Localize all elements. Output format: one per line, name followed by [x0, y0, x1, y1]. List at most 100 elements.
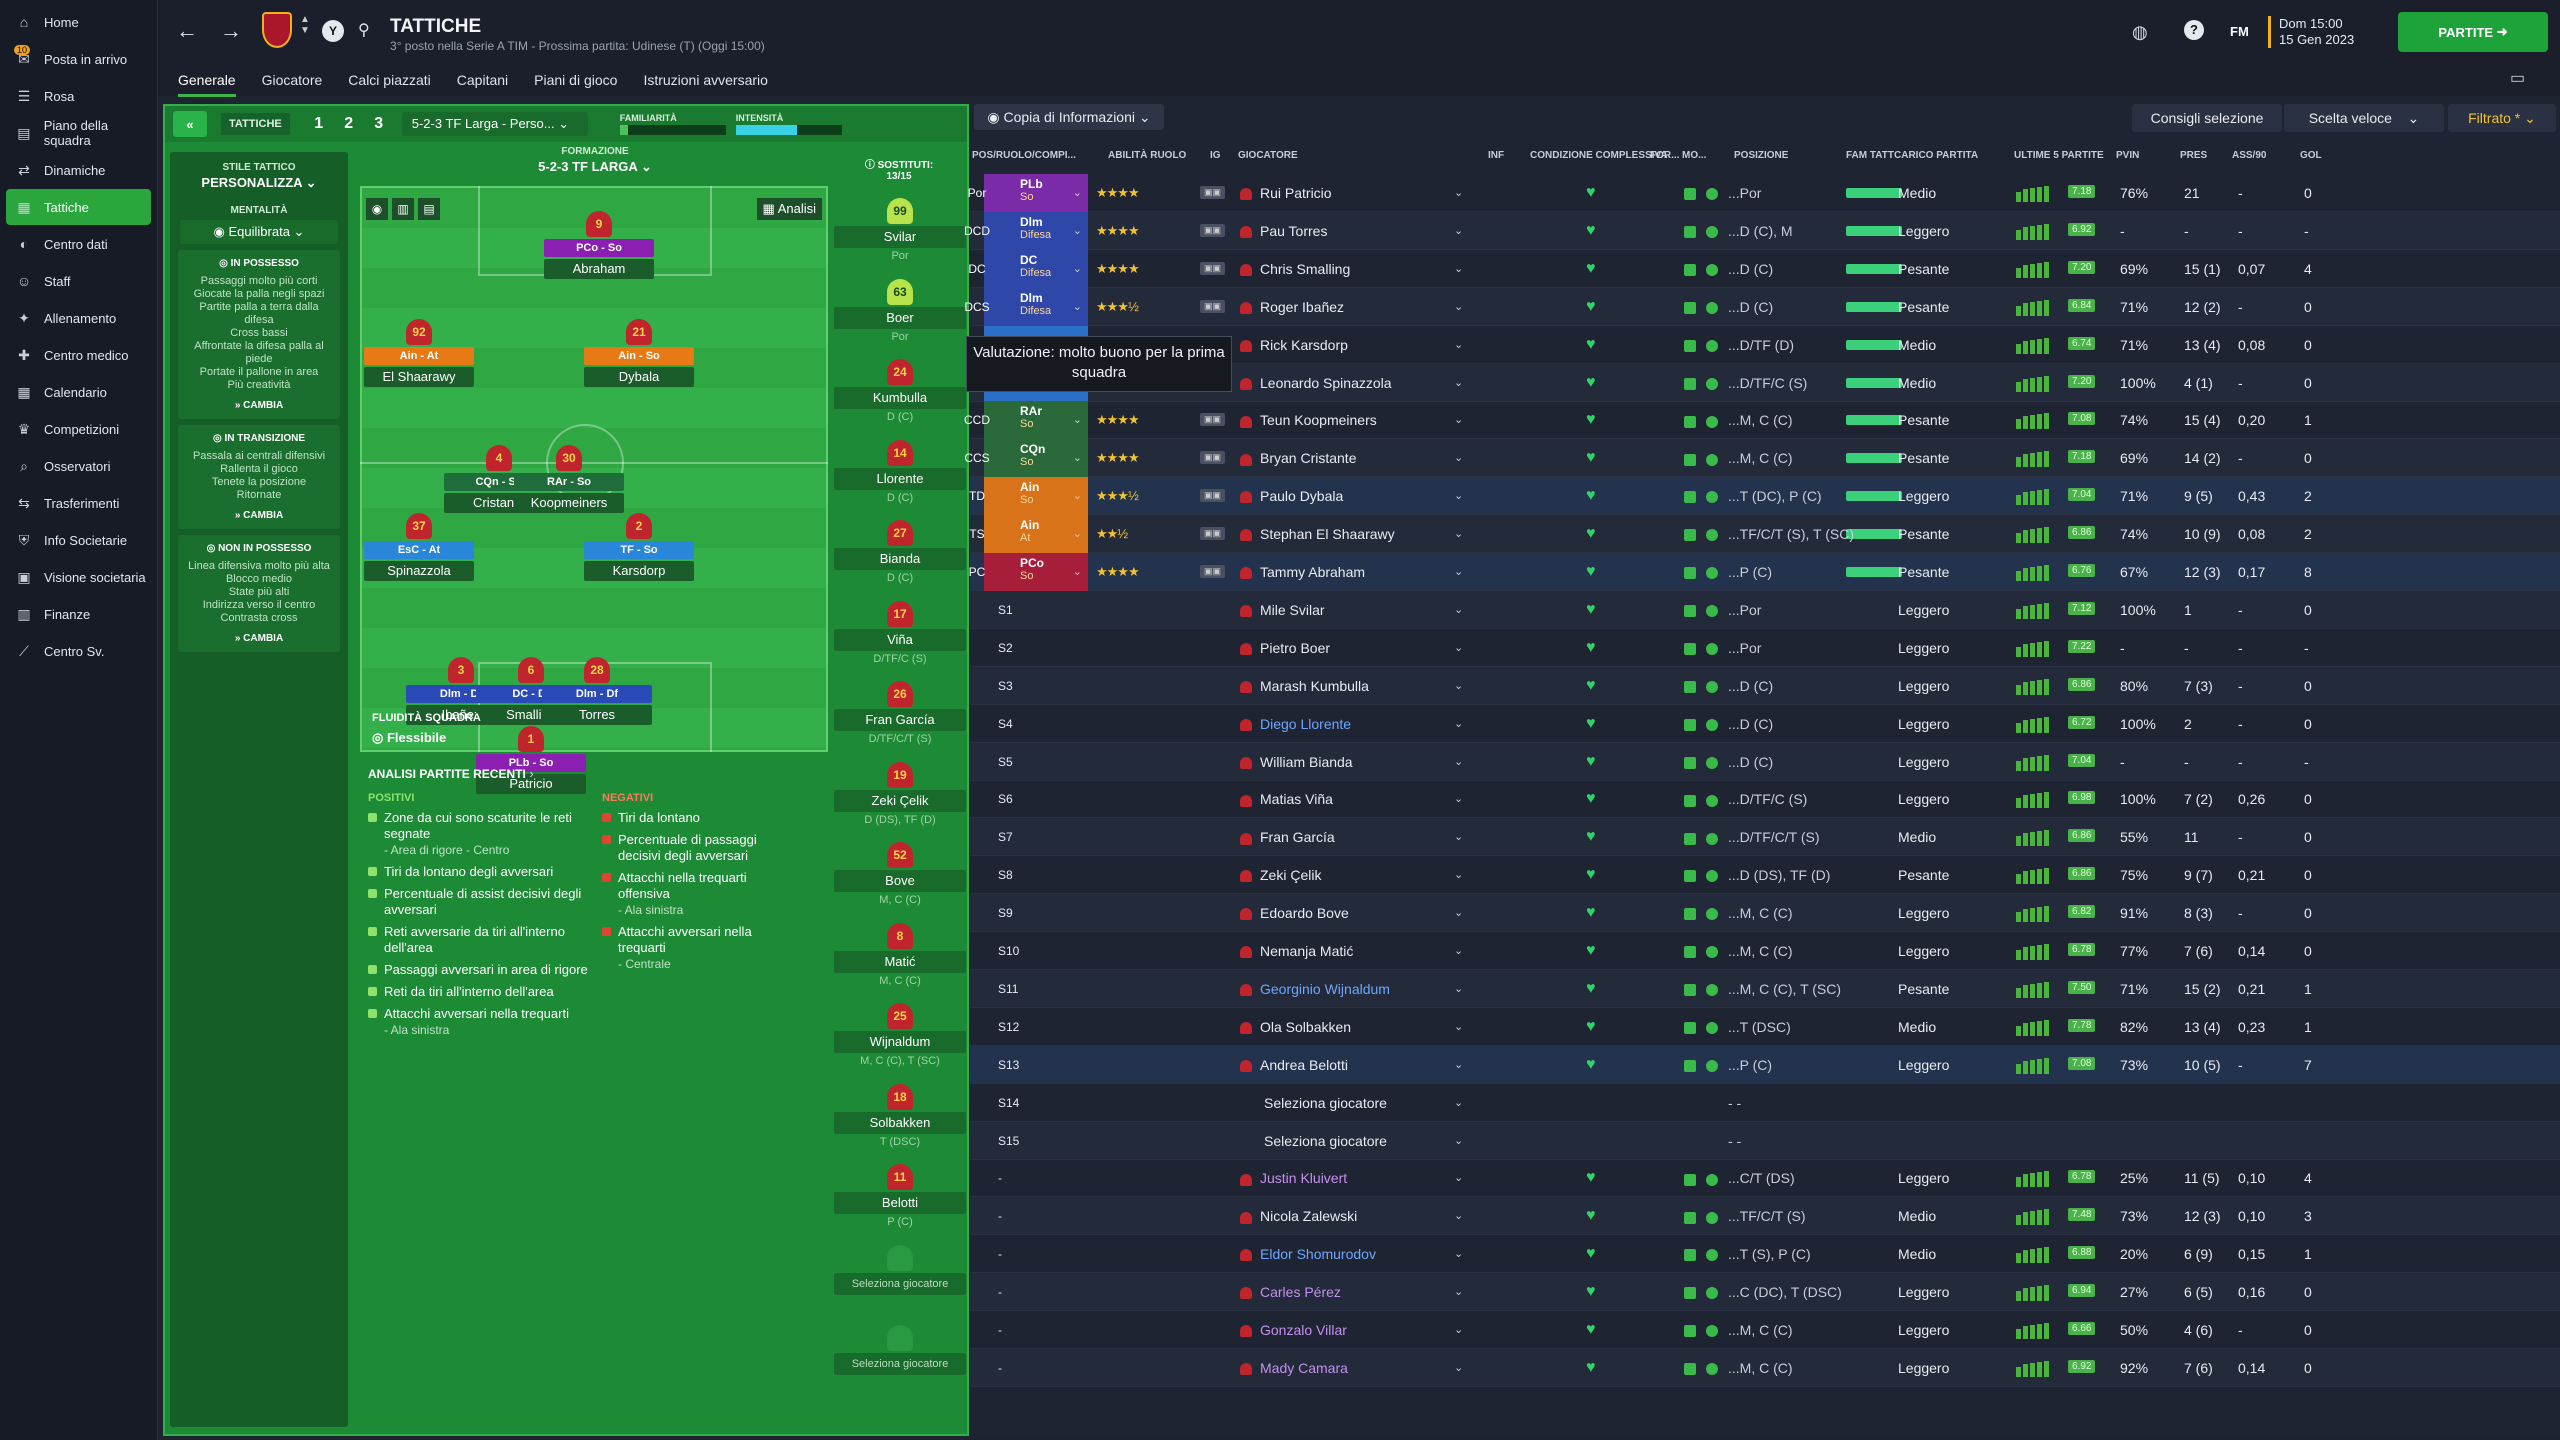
chevron-down-icon[interactable]: ⌄ [1454, 414, 1464, 427]
player-role[interactable]: EsC - At [364, 541, 474, 560]
sub-player[interactable]: 26 Fran García D/TF/C/T (S) [834, 681, 966, 745]
world-icon[interactable]: ◍ [2132, 22, 2148, 42]
sidebar-item-centro-dati[interactable]: ◐ Centro dati [0, 226, 157, 262]
sub-player[interactable]: 18 Solbakken T (DSC) [834, 1083, 966, 1148]
column-header[interactable]: FOR... [1650, 150, 1680, 161]
sub-name[interactable]: Zeki Çelik [834, 789, 966, 812]
player-cell[interactable]: Gonzalo Villar [1240, 1311, 1448, 1349]
table-row[interactable]: S4 Diego Llorente ⌄ ♥ Leggero 6.72 ...D (C) 100… [970, 705, 2560, 743]
player-cell[interactable]: Diego Llorente [1240, 705, 1448, 743]
table-row[interactable]: Dlm Difesa ⌄ DCD ★★★★ ▣▣ Pau Torres ⌄ ♥ Leggero 6.… [964, 211, 2560, 250]
column-header[interactable]: IG [1210, 150, 1221, 161]
sub-name[interactable]: Boer [834, 306, 966, 329]
player-cell[interactable]: William Bianda [1240, 743, 1448, 781]
tab-piani-di-gioco[interactable]: Piani di gioco [534, 72, 618, 88]
player-name[interactable]: Karsdorp [584, 561, 694, 582]
chevron-down-icon[interactable]: ⌄ [1454, 224, 1464, 237]
player-cell[interactable]: Paulo Dybala [1240, 477, 1448, 515]
table-row[interactable]: Ain At ⌄ TS ★★½ ▣▣ Stephan El Shaarawy ⌄ ♥ Pesant… [969, 515, 2560, 554]
sidebar-item-calendario[interactable]: ▦ Calendario [0, 374, 157, 410]
chevron-down-icon[interactable]: ⌄ [1454, 869, 1464, 882]
chevron-down-icon[interactable]: ⌄ [1454, 755, 1464, 768]
player-cell[interactable]: Pietro Boer [1240, 629, 1448, 667]
table-row[interactable]: S5 William Bianda ⌄ ♥ Leggero 7.04 ...D (C) - - -… [970, 742, 2560, 781]
sidebar-item-allenamento[interactable]: ✦ Allenamento [0, 300, 157, 336]
chevron-down-icon[interactable]: ⌄ [1454, 262, 1464, 275]
chevron-down-icon[interactable]: ⌄ [1454, 187, 1464, 199]
column-header[interactable]: ABILITÀ RUOLO [1108, 150, 1187, 161]
player-cell[interactable]: Rui Patricio [1240, 174, 1448, 212]
chevron-down-icon[interactable]: ⌄ [1454, 376, 1464, 389]
sub-name[interactable]: Viña [834, 628, 966, 651]
column-header[interactable]: MO... [1682, 150, 1707, 161]
toggle-icon[interactable]: ▣▣ [1200, 527, 1226, 541]
tactic-slot-1[interactable]: 1 [314, 115, 324, 132]
chevron-down-icon[interactable]: ⌄ [1454, 490, 1464, 503]
chevron-down-icon[interactable]: ⌄ [1454, 1020, 1464, 1033]
table-row[interactable]: S11 Georginio Wijnaldum ⌄ ♥ Pesante 7.50 ...M,… [970, 969, 2560, 1008]
sub-name[interactable]: Solbakken [834, 1111, 966, 1134]
player-role[interactable]: TF - So [584, 541, 694, 560]
chevron-updown-icon[interactable]: ▲ ▼ [300, 14, 310, 36]
sub-name[interactable]: Belotti [834, 1192, 966, 1214]
player-role[interactable]: RAr - So [514, 472, 624, 491]
player-cell[interactable]: Chris Smalling [1240, 250, 1448, 288]
position-cell[interactable]: RAr So ⌄ [984, 401, 1088, 440]
chevron-down-icon[interactable]: ⌄ [1454, 1210, 1464, 1223]
column-header[interactable]: PVIN [2116, 150, 2140, 161]
player-cell[interactable]: Pau Torres [1240, 212, 1448, 250]
fm-icon[interactable]: FM [2230, 24, 2249, 39]
sidebar-item-trasferimenti[interactable]: ⇆ Trasferimenti [0, 485, 157, 521]
player-role[interactable]: PLb - So [476, 753, 586, 772]
chevron-down-icon[interactable]: ⌄ [1454, 641, 1464, 654]
player-cell[interactable]: Seleziona giocatore [1264, 1122, 1472, 1160]
player-cell[interactable]: Roger Ibañez [1240, 288, 1448, 326]
table-row[interactable]: S1 Mile Svilar ⌄ ♥ Leggero 7.12 ...Por 100% 1 - 0 [970, 590, 2560, 629]
player-role[interactable]: PCo - So [544, 238, 654, 257]
column-header[interactable]: GOL [2300, 150, 2322, 161]
sub-player[interactable]: 14 Llorente D (C) [834, 439, 966, 504]
sub-player[interactable]: 27 Bianda D (C) [834, 520, 966, 584]
sub-name[interactable]: Kumbulla [834, 387, 966, 409]
chevron-down-icon[interactable]: ⌄ [1454, 1286, 1464, 1299]
player-name[interactable]: Dybala [584, 366, 694, 387]
screen-icon[interactable]: ▭ [2510, 70, 2526, 87]
sidebar-item-finanze[interactable]: ▥ Finanze [0, 596, 157, 632]
player-cell[interactable]: Mady Camara [1240, 1349, 1448, 1387]
player-name[interactable]: Abraham [544, 258, 654, 279]
pitch-player[interactable]: 37 EsC - At Spinazzola [364, 513, 474, 582]
column-header[interactable]: POS/RUOLO/COMPI... [972, 150, 1076, 161]
chevron-down-icon[interactable]: ⌄ [1454, 528, 1464, 541]
chevron-down-icon[interactable]: ⌄ [1454, 907, 1464, 920]
player-cell[interactable]: Marash Kumbulla [1240, 667, 1448, 705]
sidebar-item-posta-in-arrivo[interactable]: ✉ 10 Posta in arrivo [0, 41, 157, 77]
chevron-down-icon[interactable]: ⌄ [1454, 1096, 1464, 1109]
search-icon[interactable]: ⚲ [358, 22, 370, 39]
player-cell[interactable]: Stephan El Shaarawy [1240, 515, 1448, 553]
player-cell[interactable]: Georginio Wijnaldum [1240, 970, 1448, 1008]
player-cell[interactable]: Edoardo Bove [1240, 894, 1448, 932]
sub-player[interactable]: 11 Belotti P (C) [834, 1164, 966, 1228]
player-cell[interactable]: Tammy Abraham [1240, 553, 1448, 591]
player-cell[interactable]: Rick Karsdorp [1240, 326, 1448, 364]
sub-player[interactable]: Seleziona giocatore [834, 1244, 966, 1297]
quick-pick-button[interactable]: Scelta veloce ⌄ [2284, 104, 2444, 132]
tab-generale[interactable]: Generale [178, 72, 236, 97]
player-name[interactable]: Koopmeiners [514, 492, 624, 513]
sub-player[interactable]: 24 Kumbulla D (C) [834, 359, 966, 423]
tab-istruzioni-avversario[interactable]: Istruzioni avversario [643, 72, 768, 88]
table-row[interactable]: S13 Andrea Belotti ⌄ ♥ Leggero 7.08 ...P (C) 73… [970, 1045, 2560, 1084]
sidebar-item-home[interactable]: ⌂ Home [0, 4, 157, 40]
sidebar-item-piano-della-squadra[interactable]: ▤ Piano della squadra [0, 115, 157, 151]
column-header[interactable]: ASS/90 [2232, 150, 2267, 161]
toggle-icon[interactable]: ▣▣ [1200, 451, 1226, 465]
chevron-down-icon[interactable]: ⌄ [1454, 300, 1464, 313]
position-cell[interactable]: PCo So ⌄ [984, 553, 1088, 591]
table-row[interactable]: S2 Pietro Boer ⌄ ♥ Leggero 7.22 ...Por - - - - [970, 629, 2560, 667]
chevron-down-icon[interactable]: ⌄ [1454, 1172, 1464, 1185]
player-cell[interactable]: Mile Svilar [1240, 591, 1448, 629]
sidebar-item-tattiche[interactable]: ▦ Tattiche [6, 189, 151, 225]
pitch-player[interactable]: 92 Ain - At El Shaarawy [364, 318, 474, 387]
table-row[interactable]: - Carles Pérez ⌄ ♥ Leggero 6.94 ...C (DC), T (… [970, 1273, 2560, 1312]
table-row[interactable]: S14 Seleziona giocatore ⌄ - - [970, 1084, 2560, 1122]
